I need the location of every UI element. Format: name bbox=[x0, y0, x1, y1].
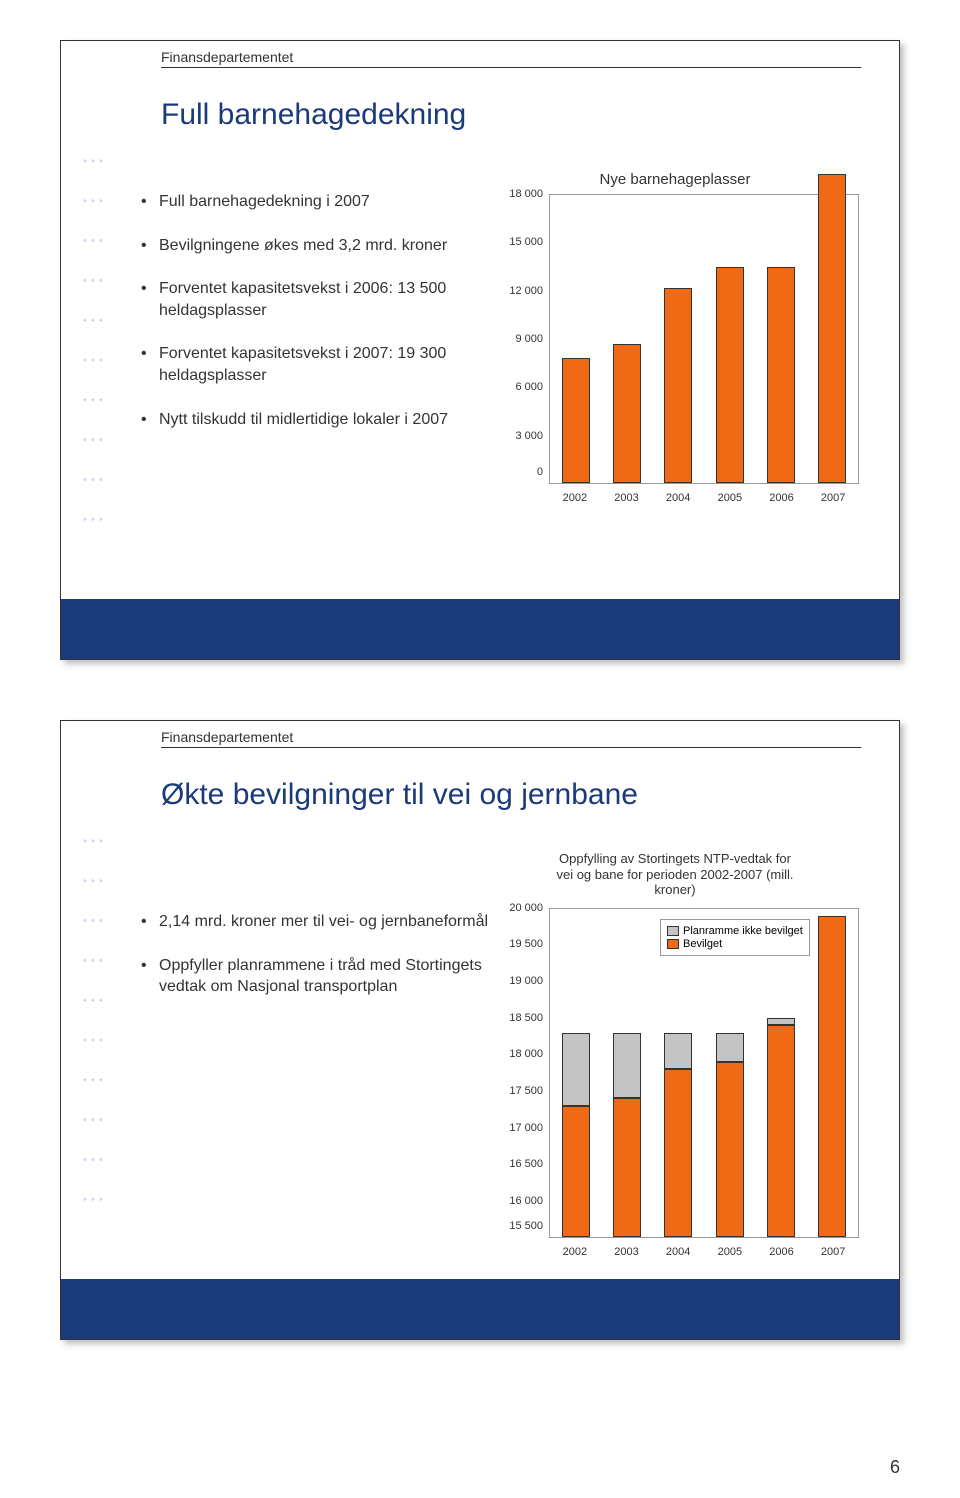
legend-label: Bevilget bbox=[683, 938, 722, 950]
y-tick-label: 6 000 bbox=[515, 381, 543, 393]
chart-title-line: vei og bane for perioden 2002-2007 (mill… bbox=[556, 867, 793, 882]
y-tick-label: 15 000 bbox=[509, 236, 543, 248]
y-tick-label: 9 000 bbox=[515, 333, 543, 345]
chart-area: Nye barnehageplasser 0 3 000 6 000 9 000 12 … bbox=[491, 171, 859, 599]
bar bbox=[613, 344, 641, 483]
slide-2: Finansdepartementet Økte bevilgninger ti… bbox=[60, 720, 900, 1340]
bar-chart: 03 0006 0009 00012 00015 00018 000 20022… bbox=[499, 194, 859, 514]
chart-title-line: kroner) bbox=[654, 882, 695, 897]
y-axis: 15 500 16 000 16 500 17 000 17 500 18 000 18 5… bbox=[499, 908, 547, 1238]
x-tick-label: 2003 bbox=[614, 492, 638, 504]
legend-label: Planramme ikke bevilget bbox=[683, 925, 803, 937]
slide-title: Økte bevilgninger til vei og jernbane bbox=[161, 778, 861, 812]
bullet-item: Full barnehagedekning i 2007 bbox=[141, 191, 491, 213]
bar bbox=[562, 358, 590, 483]
bullet-list: Full barnehagedekning i 2007 Bevilgninge… bbox=[141, 171, 491, 599]
bar-planramme bbox=[716, 1033, 744, 1062]
chart-legend: Planramme ikke bevilgetBevilget bbox=[660, 919, 810, 956]
x-tick-label: 2006 bbox=[769, 492, 793, 504]
x-tick-label: 2007 bbox=[821, 1246, 845, 1258]
bar bbox=[716, 267, 744, 483]
footer-band bbox=[61, 1279, 899, 1339]
x-axis: 2002 2003 2004 2005 2006 2007 bbox=[549, 1240, 859, 1268]
legend-row: Bevilget bbox=[667, 938, 803, 950]
footer-band bbox=[61, 599, 899, 659]
bullet-item: Bevilgningene økes med 3,2 mrd. kroner bbox=[141, 235, 491, 257]
legend-row: Planramme ikke bevilget bbox=[667, 925, 803, 937]
y-tick-label: 19 500 bbox=[509, 938, 543, 950]
slide-header: Finansdepartementet Full barnehagedeknin… bbox=[161, 49, 861, 132]
x-tick-label: 2002 bbox=[563, 1246, 587, 1258]
x-tick-label: 2003 bbox=[614, 1246, 638, 1258]
y-tick-label: 15 500 bbox=[509, 1220, 543, 1232]
y-tick-label: 18 000 bbox=[509, 188, 543, 200]
y-tick-label: 3 000 bbox=[515, 430, 543, 442]
x-tick-label: 2007 bbox=[821, 492, 845, 504]
bar-planramme bbox=[613, 1033, 641, 1099]
legend-swatch bbox=[667, 926, 679, 936]
chart-title: Nye barnehageplasser bbox=[491, 171, 859, 188]
plot-area bbox=[549, 194, 859, 484]
page-number: 6 bbox=[890, 1457, 900, 1478]
chart-title-line: Oppfylling av Stortingets NTP-vedtak for bbox=[559, 851, 791, 866]
bar-bevilget bbox=[767, 1025, 795, 1236]
slide-1: Finansdepartementet Full barnehagedeknin… bbox=[60, 40, 900, 660]
bar bbox=[767, 267, 795, 483]
y-tick-label: 18 000 bbox=[509, 1048, 543, 1060]
bar-planramme bbox=[664, 1033, 692, 1069]
x-axis: 2002 2003 2004 2005 2006 2007 bbox=[549, 486, 859, 514]
x-tick-label: 2002 bbox=[563, 492, 587, 504]
bar bbox=[664, 288, 692, 483]
bar-bevilget bbox=[664, 1069, 692, 1237]
slide-header: Finansdepartementet Økte bevilgninger ti… bbox=[161, 729, 861, 812]
bar bbox=[818, 174, 846, 483]
y-tick-label: 20 000 bbox=[509, 902, 543, 914]
x-tick-label: 2004 bbox=[666, 1246, 690, 1258]
y-tick-label: 16 000 bbox=[509, 1195, 543, 1207]
y-tick-label: 16 500 bbox=[509, 1158, 543, 1170]
bar-bevilget bbox=[613, 1098, 641, 1236]
chart-area: Oppfylling av Stortingets NTP-vedtak for… bbox=[491, 851, 859, 1279]
slide-content: Full barnehagedekning i 2007 Bevilgninge… bbox=[141, 171, 859, 599]
y-tick-label: 12 000 bbox=[509, 285, 543, 297]
x-tick-label: 2005 bbox=[718, 492, 742, 504]
bar-bevilget bbox=[818, 916, 846, 1237]
y-tick-label: 19 000 bbox=[509, 975, 543, 987]
department-label: Finansdepartementet bbox=[161, 729, 861, 748]
decorative-dots bbox=[79, 141, 109, 579]
y-tick-label: 17 000 bbox=[509, 1122, 543, 1134]
decorative-dots bbox=[79, 821, 109, 1259]
x-tick-label: 2006 bbox=[769, 1246, 793, 1258]
bullet-list: 2,14 mrd. kroner mer til vei- og jernban… bbox=[141, 851, 491, 1279]
bar-planramme bbox=[562, 1033, 590, 1106]
bullet-item: Oppfyller planrammene i tråd med Stortin… bbox=[141, 955, 491, 998]
chart-title: Oppfylling av Stortingets NTP-vedtak for… bbox=[491, 851, 859, 898]
bar-bevilget bbox=[562, 1106, 590, 1237]
x-tick-label: 2005 bbox=[718, 1246, 742, 1258]
department-label: Finansdepartementet bbox=[161, 49, 861, 68]
y-tick-label: 0 bbox=[537, 466, 543, 478]
bullet-item: Forventet kapasitetsvekst i 2007: 19 300… bbox=[141, 343, 491, 386]
y-tick-label: 17 500 bbox=[509, 1085, 543, 1097]
bar-bevilget bbox=[716, 1062, 744, 1237]
bullet-item: Forventet kapasitetsvekst i 2006: 13 500… bbox=[141, 278, 491, 321]
plot-area: Planramme ikke bevilgetBevilget bbox=[549, 908, 859, 1238]
bullet-item: Nytt tilskudd til midlertidige lokaler i… bbox=[141, 409, 491, 431]
y-tick-label: 18 500 bbox=[509, 1012, 543, 1024]
bar-planramme bbox=[767, 1018, 795, 1025]
y-axis: 03 0006 0009 00012 00015 00018 000 bbox=[499, 194, 547, 484]
bullet-item: 2,14 mrd. kroner mer til vei- og jernban… bbox=[141, 911, 491, 933]
slide-content: 2,14 mrd. kroner mer til vei- og jernban… bbox=[141, 851, 859, 1279]
legend-swatch bbox=[667, 939, 679, 949]
slide-title: Full barnehagedekning bbox=[161, 98, 861, 132]
stacked-bar-chart: 15 500 16 000 16 500 17 000 17 500 18 000 18 5… bbox=[499, 908, 859, 1268]
x-tick-label: 2004 bbox=[666, 492, 690, 504]
